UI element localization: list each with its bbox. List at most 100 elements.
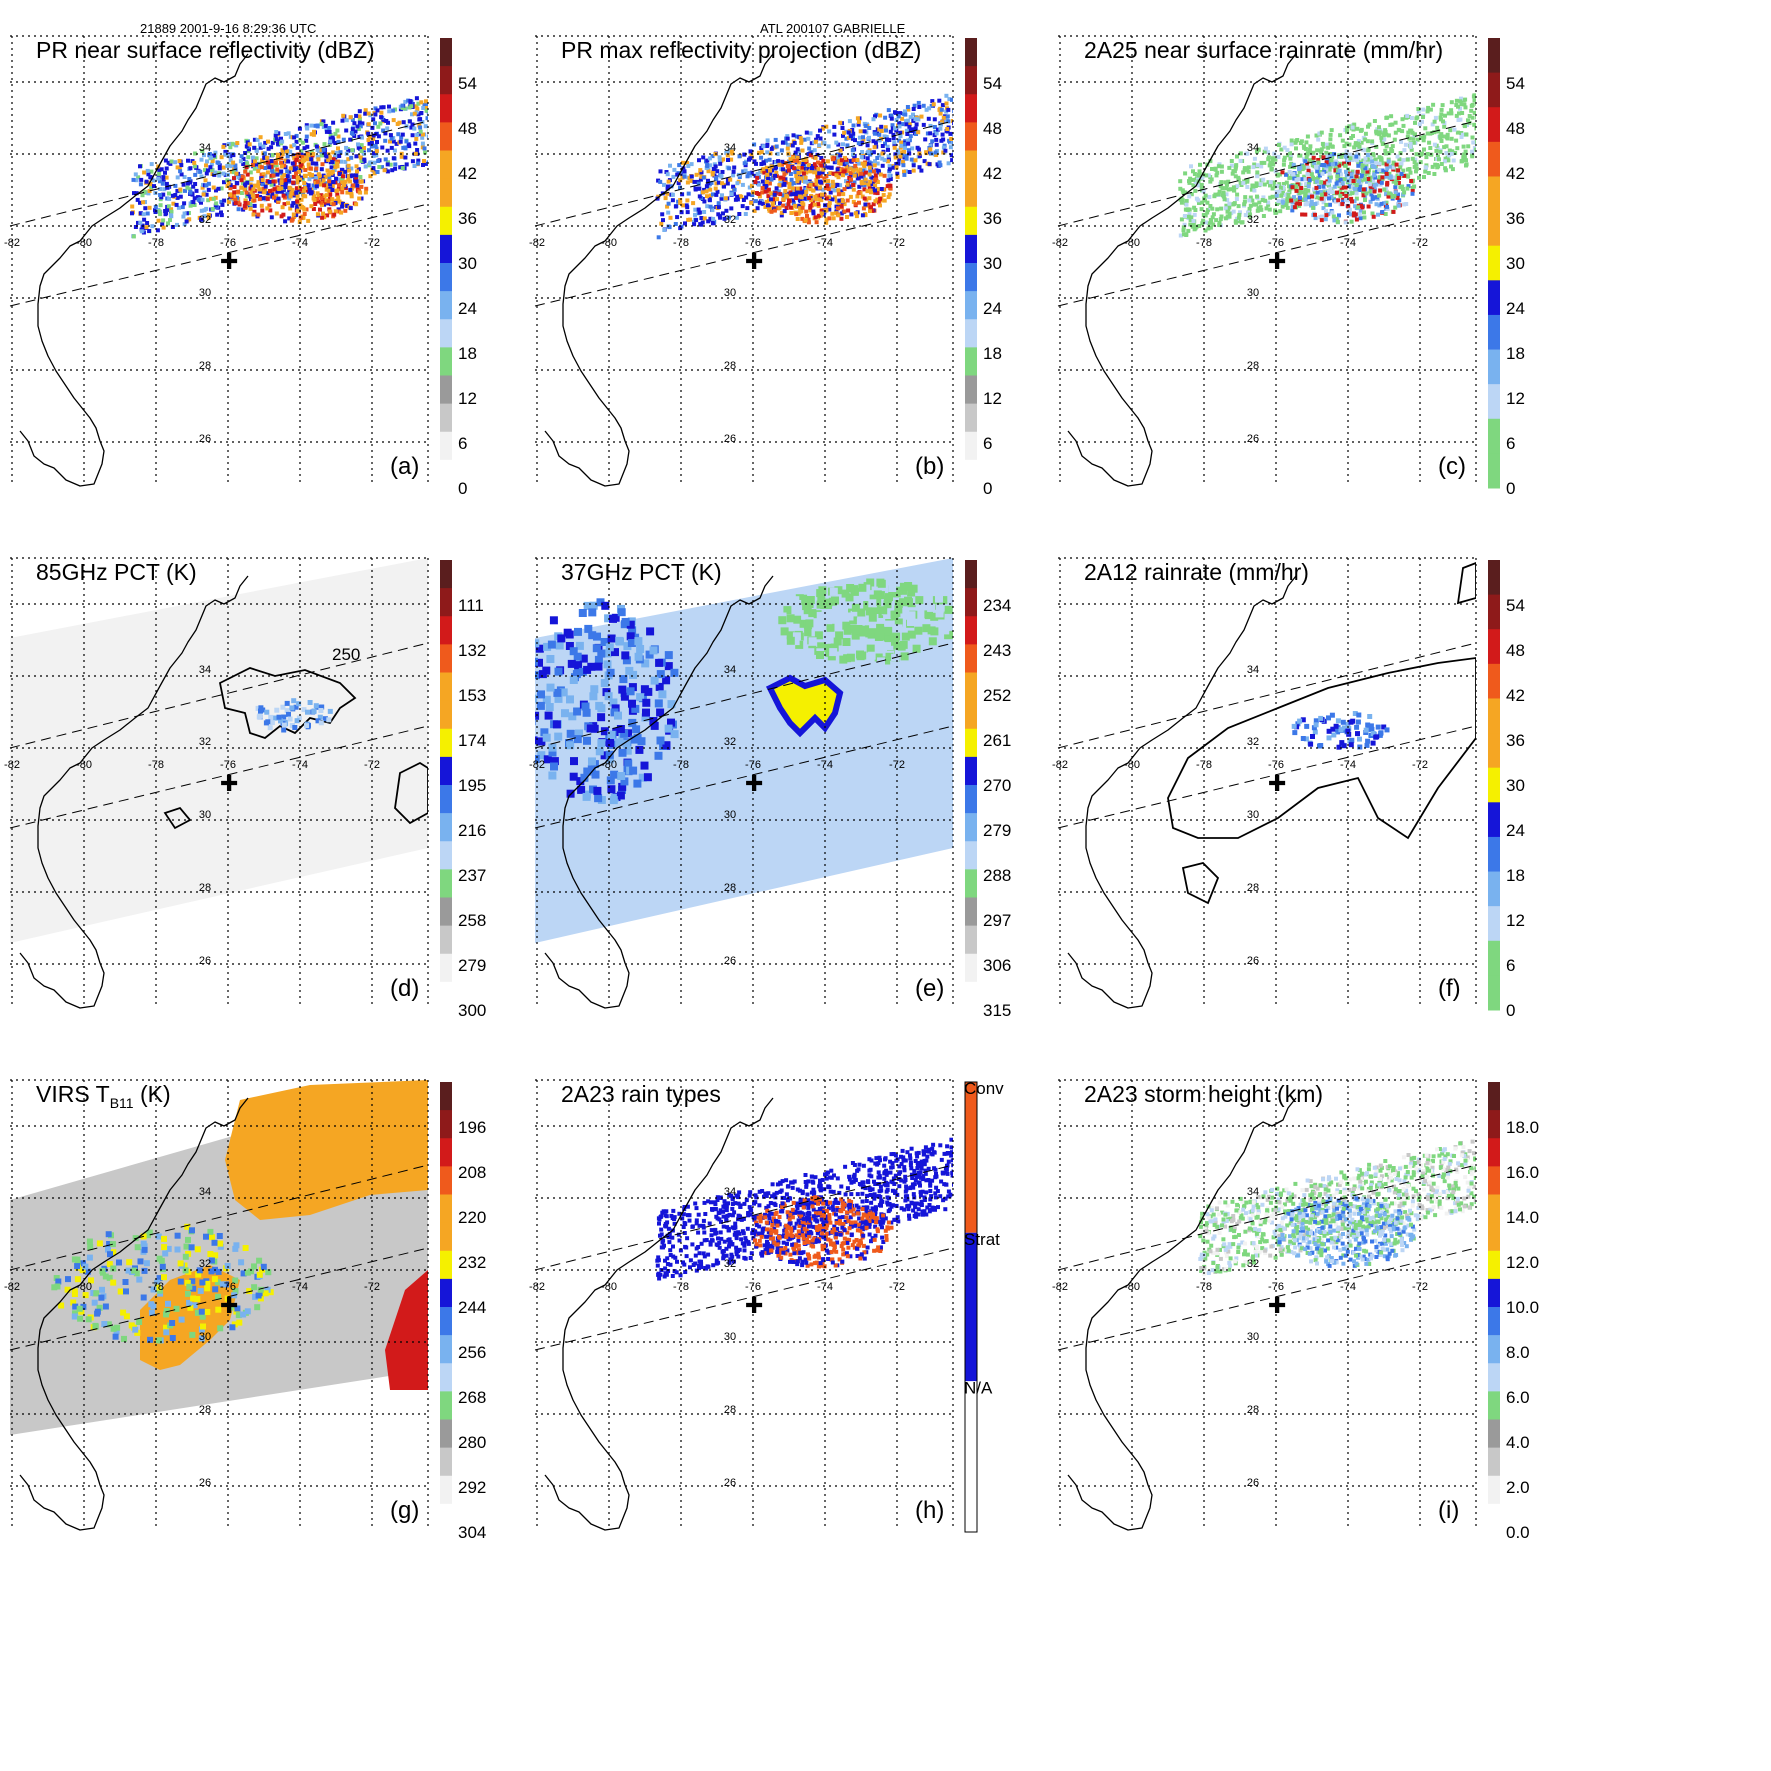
rain-pixel [302,181,307,185]
colorbar-tick: 42 [1506,164,1525,183]
swath-pixel [1220,186,1225,191]
swath-pixel [1245,185,1250,189]
rain-pixel [307,187,312,192]
lat-lon-grid [10,557,429,1008]
swath-pixel [678,178,683,183]
swath-pixel [832,124,837,129]
rain-pixel [1364,179,1369,184]
storm-center-icon: ✚ [745,771,763,796]
rain-pixel [824,616,833,625]
swath-pixel [191,184,196,189]
colorbar-segment [965,672,977,702]
swath-pixel [741,169,746,174]
rain-pixel [850,610,859,619]
swath-pixel [416,158,421,163]
colorbar-segment [1488,141,1500,177]
storm-name-header: ATL 200107 GABRIELLE [760,21,906,36]
rain-pixel [594,794,603,803]
swath-pixel [1221,190,1226,195]
rain-pixel [805,619,814,628]
rain-pixel [249,190,254,195]
lat-lon-grid [1058,35,1477,486]
swath-pixel [1303,202,1308,207]
swath-pixel [406,142,411,147]
colorbar-segment [440,347,452,376]
colorbar-segment [440,375,452,405]
rain-pixel [267,165,272,170]
swath-pixel [911,168,916,173]
swath-pixel [141,230,146,235]
swath-pixel [741,198,746,202]
swath-pixel [206,216,211,220]
swath-pixel [778,201,782,206]
swath-pixel [914,132,918,136]
rain-pixel [300,154,305,159]
swath-pixel [355,124,360,129]
rain-pixel [245,201,250,206]
rain-pixel [890,610,899,619]
swath-pixel [1208,179,1213,184]
rain-pixel [814,618,823,626]
rain-pixel [278,718,283,724]
swath-pixel [1209,177,1214,182]
swath-pixel [389,145,394,150]
rain-pixel [824,220,829,225]
rain-pixel [1375,724,1381,730]
swath-pixel [1191,169,1195,174]
swath-pixel [749,183,754,188]
swath-pixel [921,122,926,127]
swath-pixel [785,136,790,141]
swath-pixel [1219,214,1224,219]
swath-pixel [917,105,922,109]
swath-pixel [1389,114,1394,119]
swath-pixel [801,162,806,166]
swath-pixel [358,124,363,129]
rain-pixel [326,157,331,162]
rain-pixel [265,170,270,175]
swath-pixel [164,166,169,171]
swath-pixel [1399,139,1403,144]
swath-pixel [689,162,694,167]
swath-pixel [740,204,745,209]
swath-pixel [1423,126,1428,131]
swath-pixel [1233,219,1238,224]
rain-pixel [851,603,860,612]
swath-pixel [350,118,355,122]
swath-pixel [205,159,209,164]
rain-pixel [857,200,861,205]
swath-pixel [285,169,290,174]
rain-pixel [1365,169,1370,174]
rain-pixel [351,183,356,188]
rain-pixel [842,169,847,174]
swath-pixel [174,202,179,207]
swath-pixel [934,153,939,157]
swath-pixel [350,127,355,132]
rain-pixel [1299,186,1304,190]
swath-pixel [856,122,861,127]
rain-pixel [1377,203,1382,208]
panel-title: PR near surface reflectivity (dBZ) [36,37,375,63]
rain-pixel [819,208,824,213]
swath-pixel [373,121,377,126]
rain-pixel [252,198,257,203]
swath-pixel [1235,184,1240,189]
rain-pixel [314,166,319,171]
colorbar-segment [1488,280,1500,316]
rain-pixel [1327,183,1331,188]
rain-pixel [814,165,819,170]
rain-pixel [1338,193,1343,198]
rain-pixel [851,168,856,173]
rain-pixel [569,647,578,656]
swath-pixel [399,135,404,140]
swath-pixel [333,131,338,136]
swath-pixel [867,126,872,130]
swath-pixel [1442,145,1447,150]
swath-pixel [792,140,797,145]
swath-pixel [1178,179,1183,184]
rain-pixel [1284,172,1288,177]
swath-pixel [1200,200,1205,205]
swath-pixel [192,196,197,201]
rain-pixel [318,720,324,726]
swath-pixel [236,175,241,180]
swath-pixel [874,140,878,145]
